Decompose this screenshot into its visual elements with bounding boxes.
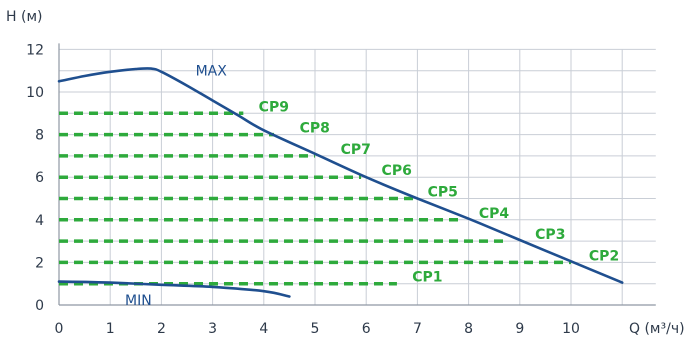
cp-label-cp5: CP5 xyxy=(428,185,458,201)
cp-label-cp9: CP9 xyxy=(259,99,289,115)
x-axis-title: Q (м³/ч) xyxy=(629,321,685,337)
y-tick-label: 4 xyxy=(35,213,44,229)
y-tick-label: 2 xyxy=(35,255,44,271)
x-tick-label: 5 xyxy=(311,321,320,337)
min-curve-label: MIN xyxy=(125,293,152,309)
y-tick-label: 0 xyxy=(35,298,44,314)
cp-label-cp8: CP8 xyxy=(300,121,330,137)
x-tick-label: 6 xyxy=(362,321,371,337)
cp-label-cp7: CP7 xyxy=(341,142,371,158)
cp-label-cp1: CP1 xyxy=(412,270,442,286)
max-curve xyxy=(57,67,624,284)
x-tick-label: 3 xyxy=(208,321,217,337)
performance-curves xyxy=(57,67,624,298)
y-tick-label: 12 xyxy=(26,42,44,58)
x-tick-label: 9 xyxy=(515,321,524,337)
y-tick-label: 8 xyxy=(35,128,44,144)
cp-label-cp4: CP4 xyxy=(479,206,510,222)
x-tick-label: 7 xyxy=(413,321,422,337)
grid xyxy=(58,48,656,305)
x-tick-label: 0 xyxy=(55,321,64,337)
x-tick-label: 10 xyxy=(562,321,580,337)
max-curve-label: MAX xyxy=(196,64,228,80)
y-tick-label: 6 xyxy=(35,170,44,186)
y-axis-title: H (м) xyxy=(6,9,42,25)
x-tick-label: 8 xyxy=(464,321,473,337)
labels: CP1 CP2 CP3 CP4 CP5 CP6 CP7 CP8 CP9 MAX MIN xyxy=(125,64,619,309)
cp-label-cp6: CP6 xyxy=(382,163,412,179)
x-tick-label: 2 xyxy=(157,321,166,337)
cp-label-cp2: CP2 xyxy=(589,248,619,264)
cp-label-cp3: CP3 xyxy=(535,227,565,243)
x-tick-label: 1 xyxy=(106,321,115,337)
x-tick-label: 4 xyxy=(259,321,268,337)
y-tick-label: 10 xyxy=(26,85,44,101)
constant-pressure-lines xyxy=(59,111,571,286)
min-curve xyxy=(57,280,291,298)
